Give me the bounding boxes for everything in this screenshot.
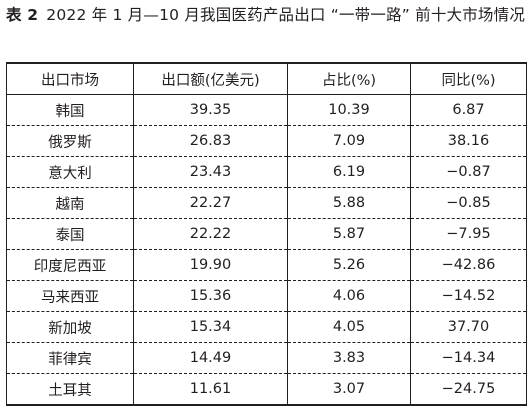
cell-yoy: −42.86	[410, 249, 527, 281]
cell-yoy: −14.34	[410, 342, 527, 374]
cell-share: 5.88	[287, 187, 411, 219]
cell-export-value: 15.34	[133, 311, 288, 343]
table-row: 越南 22.27 5.88 −0.85	[6, 187, 527, 219]
cell-yoy: 37.70	[410, 311, 527, 343]
cell-share: 7.09	[287, 125, 411, 157]
cell-yoy: −24.75	[410, 373, 527, 406]
cell-yoy: −14.52	[410, 280, 527, 312]
table-row: 马来西亚 15.36 4.06 −14.52	[6, 280, 527, 312]
cell-share: 10.39	[287, 94, 411, 126]
table-row: 印度尼西亚 19.90 5.26 −42.86	[6, 249, 527, 281]
table-row: 意大利 23.43 6.19 −0.87	[6, 156, 527, 188]
cell-market: 韩国	[6, 94, 134, 126]
cell-market: 泰国	[6, 218, 134, 250]
column-header-export-value: 出口额(亿美元)	[133, 62, 288, 95]
table-number: 表 2	[6, 6, 39, 24]
cell-export-value: 11.61	[133, 373, 288, 406]
cell-market: 马来西亚	[6, 280, 134, 312]
column-header-yoy: 同比(%)	[410, 62, 527, 95]
cell-share: 4.06	[287, 280, 411, 312]
cell-export-value: 22.27	[133, 187, 288, 219]
cell-market: 菲律宾	[6, 342, 134, 374]
cell-export-value: 22.22	[133, 218, 288, 250]
export-markets-table: 出口市场 出口额(亿美元) 占比(%) 同比(%) 韩国 39.35 10.39…	[6, 62, 527, 406]
cell-yoy: 38.16	[410, 125, 527, 157]
cell-export-value: 23.43	[133, 156, 288, 188]
table-row: 泰国 22.22 5.87 −7.95	[6, 218, 527, 250]
table-row: 菲律宾 14.49 3.83 −14.34	[6, 342, 527, 374]
cell-market: 越南	[6, 187, 134, 219]
table-row: 新加坡 15.34 4.05 37.70	[6, 311, 527, 343]
cell-share: 4.05	[287, 311, 411, 343]
column-header-market: 出口市场	[6, 62, 134, 95]
cell-share: 3.07	[287, 373, 411, 406]
table-row: 土耳其 11.61 3.07 −24.75	[6, 373, 527, 406]
cell-market: 新加坡	[6, 311, 134, 343]
cell-export-value: 26.83	[133, 125, 288, 157]
cell-export-value: 15.36	[133, 280, 288, 312]
cell-export-value: 19.90	[133, 249, 288, 281]
cell-market: 土耳其	[6, 373, 134, 406]
cell-market: 意大利	[6, 156, 134, 188]
cell-share: 5.87	[287, 218, 411, 250]
cell-yoy: −0.85	[410, 187, 527, 219]
cell-share: 3.83	[287, 342, 411, 374]
table-row: 韩国 39.35 10.39 6.87	[6, 94, 527, 126]
cell-market: 俄罗斯	[6, 125, 134, 157]
cell-yoy: 6.87	[410, 94, 527, 126]
table-row: 俄罗斯 26.83 7.09 38.16	[6, 125, 527, 157]
cell-yoy: −0.87	[410, 156, 527, 188]
table-caption: 表 2 2022 年 1 月—10 月我国医药产品出口 “一带一路” 前十大市场情…	[6, 2, 528, 29]
cell-yoy: −7.95	[410, 218, 527, 250]
column-header-share: 占比(%)	[287, 62, 411, 95]
cell-market: 印度尼西亚	[6, 249, 134, 281]
table-title: 2022 年 1 月—10 月我国医药产品出口 “一带一路” 前十大市场情况	[46, 6, 526, 24]
cell-share: 6.19	[287, 156, 411, 188]
cell-export-value: 39.35	[133, 94, 288, 126]
cell-export-value: 14.49	[133, 342, 288, 374]
cell-share: 5.26	[287, 249, 411, 281]
table-header-row: 出口市场 出口额(亿美元) 占比(%) 同比(%)	[6, 62, 527, 95]
